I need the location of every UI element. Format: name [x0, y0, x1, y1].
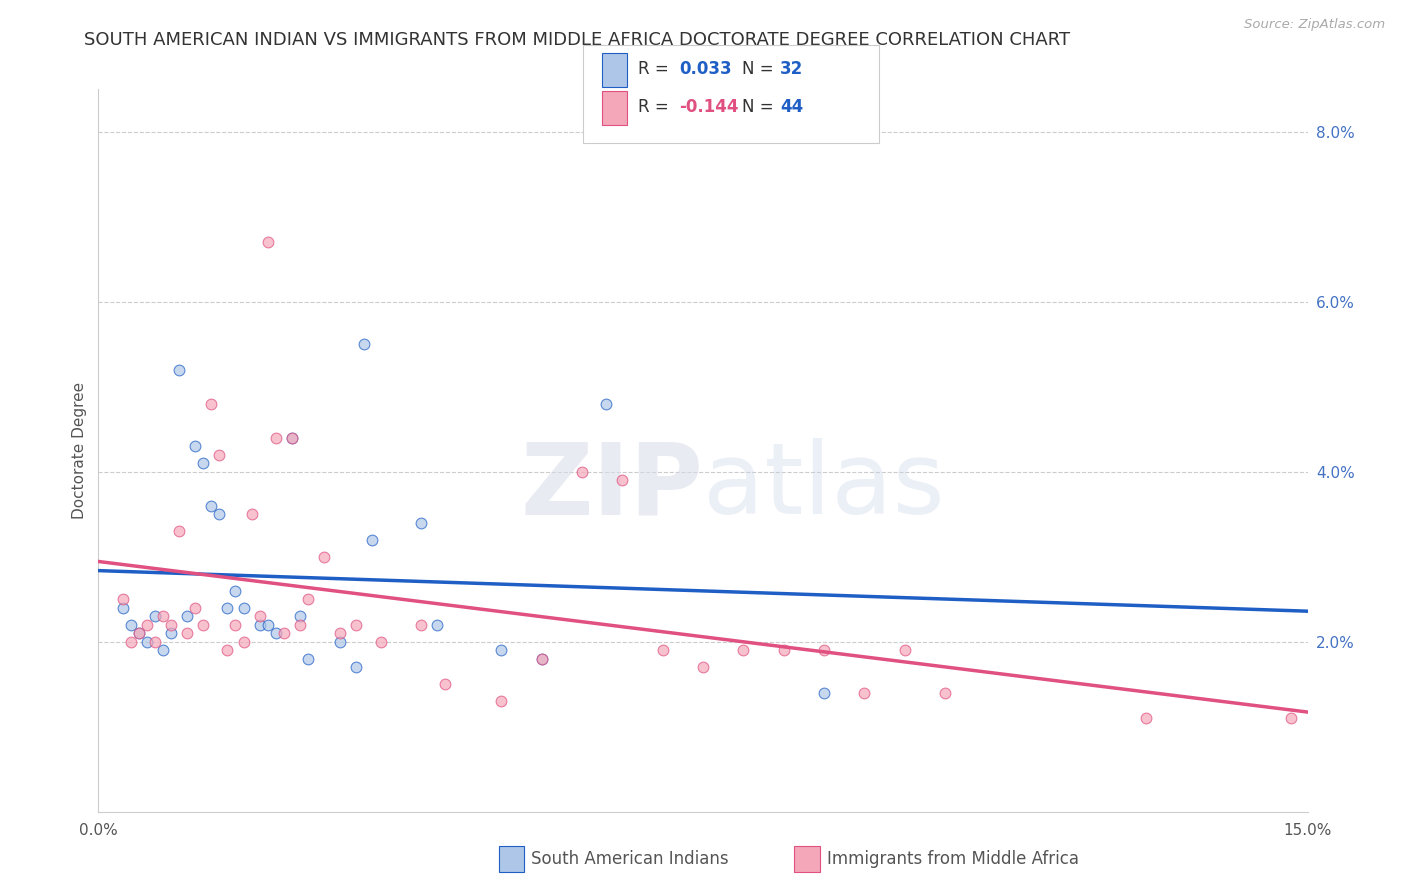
Point [288, 617, 311, 632]
Point [530, 651, 553, 665]
Y-axis label: Doctorate Degree: Doctorate Degree [72, 382, 87, 519]
Text: ZIP: ZIP [520, 438, 703, 535]
Point [893, 643, 915, 657]
Text: N =: N = [742, 98, 779, 116]
Text: Immigrants from Middle Africa: Immigrants from Middle Africa [827, 850, 1078, 868]
Point [491, 643, 513, 657]
Point [200, 499, 222, 513]
Point [249, 617, 271, 632]
Point [256, 617, 278, 632]
Point [370, 634, 392, 648]
Point [128, 626, 150, 640]
Point [160, 626, 183, 640]
Point [426, 617, 449, 632]
Point [288, 609, 311, 624]
Point [152, 643, 174, 657]
Point [329, 626, 352, 640]
Text: atlas: atlas [703, 438, 945, 535]
Point [409, 617, 432, 632]
Text: Source: ZipAtlas.com: Source: ZipAtlas.com [1244, 18, 1385, 31]
Point [184, 439, 207, 453]
Point [612, 473, 634, 487]
Point [143, 634, 166, 648]
Point [143, 609, 166, 624]
Text: 44: 44 [780, 98, 804, 116]
Point [344, 617, 367, 632]
Point [135, 617, 157, 632]
Text: R =: R = [638, 98, 675, 116]
Point [249, 609, 271, 624]
Point [571, 465, 593, 479]
Text: N =: N = [742, 60, 779, 78]
Point [329, 634, 352, 648]
Point [120, 634, 142, 648]
Point [193, 617, 215, 632]
Point [733, 643, 755, 657]
Point [353, 337, 375, 351]
Point [176, 609, 198, 624]
Point [530, 651, 553, 665]
Point [1135, 711, 1157, 725]
Point [111, 600, 134, 615]
Point [217, 643, 239, 657]
Point [651, 643, 673, 657]
Point [813, 686, 835, 700]
Point [167, 362, 190, 376]
Point [167, 524, 190, 539]
Point [208, 507, 231, 521]
Text: R =: R = [638, 60, 675, 78]
Point [176, 626, 198, 640]
Point [224, 617, 246, 632]
Point [813, 643, 835, 657]
Point [595, 397, 617, 411]
Point [853, 686, 876, 700]
Point [128, 626, 150, 640]
Point [297, 651, 319, 665]
Point [772, 643, 794, 657]
Point [264, 431, 287, 445]
Point [200, 397, 222, 411]
Point [232, 600, 254, 615]
Text: 32: 32 [780, 60, 804, 78]
Point [692, 660, 714, 674]
Point [281, 431, 304, 445]
Text: -0.144: -0.144 [679, 98, 738, 116]
Point [152, 609, 174, 624]
Point [240, 507, 263, 521]
Point [256, 235, 278, 250]
Point [120, 617, 142, 632]
Point [217, 600, 239, 615]
Text: 0.033: 0.033 [679, 60, 731, 78]
Point [208, 448, 231, 462]
Point [934, 686, 956, 700]
Point [135, 634, 157, 648]
Point [184, 600, 207, 615]
Text: South American Indians: South American Indians [531, 850, 730, 868]
Point [1281, 711, 1303, 725]
Point [434, 677, 457, 691]
Point [224, 583, 246, 598]
Point [264, 626, 287, 640]
Point [232, 634, 254, 648]
Point [193, 456, 215, 470]
Point [281, 431, 304, 445]
Point [314, 549, 336, 564]
Point [409, 516, 432, 530]
Point [273, 626, 295, 640]
Point [361, 533, 384, 547]
Point [160, 617, 183, 632]
Point [344, 660, 367, 674]
Point [297, 592, 319, 607]
Text: SOUTH AMERICAN INDIAN VS IMMIGRANTS FROM MIDDLE AFRICA DOCTORATE DEGREE CORRELAT: SOUTH AMERICAN INDIAN VS IMMIGRANTS FROM… [84, 31, 1070, 49]
Point [111, 592, 134, 607]
Point [491, 694, 513, 708]
